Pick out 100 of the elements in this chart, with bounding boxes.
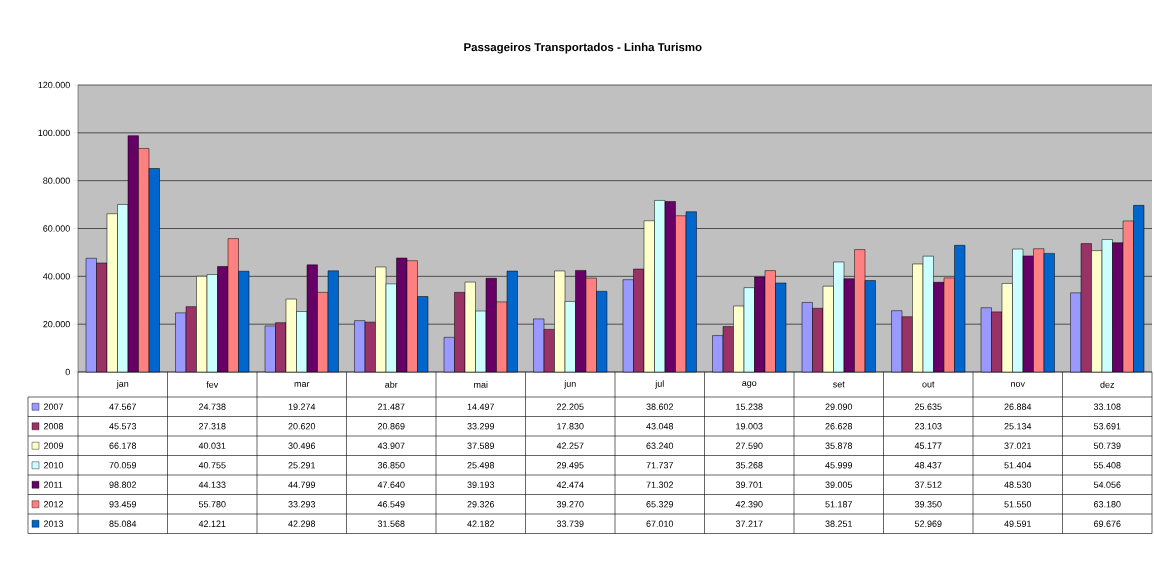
data-label: 21.487 bbox=[377, 403, 405, 410]
x-tick-label: ago bbox=[742, 381, 757, 388]
x-tick-label: set bbox=[833, 381, 845, 388]
chart-title: Passageiros Transportados - Linha Turismo bbox=[464, 42, 702, 54]
data-label: 65.329 bbox=[646, 501, 674, 508]
legend-label: 2007 bbox=[43, 403, 64, 410]
data-label: 15.238 bbox=[736, 403, 763, 410]
data-label: 37.217 bbox=[735, 520, 763, 527]
x-tick-label: mar bbox=[294, 382, 310, 387]
data-label: 35.878 bbox=[825, 442, 853, 449]
data-label: 40.031 bbox=[198, 442, 226, 449]
data-label: 51.404 bbox=[1004, 462, 1032, 469]
data-label: 29.090 bbox=[825, 403, 853, 410]
data-label: 25.134 bbox=[1004, 423, 1032, 430]
legend-label: 2009 bbox=[43, 442, 64, 449]
data-label: 26.884 bbox=[1004, 403, 1032, 410]
data-label: 98.802 bbox=[109, 481, 137, 488]
data-label: 14.497 bbox=[467, 403, 495, 410]
data-label: 42.298 bbox=[288, 520, 316, 527]
y-tick-label: 80.000 bbox=[43, 177, 70, 184]
data-label: 42.257 bbox=[556, 442, 584, 449]
legend-label: 2008 bbox=[43, 423, 64, 430]
data-label: 71.737 bbox=[646, 462, 674, 469]
data-label: 39.701 bbox=[735, 481, 763, 488]
data-label: 51.187 bbox=[825, 501, 853, 508]
data-label: 48.437 bbox=[914, 462, 942, 469]
data-label: 30.496 bbox=[288, 442, 316, 449]
data-label: 44.799 bbox=[288, 481, 316, 488]
x-tick-label: jan bbox=[116, 380, 129, 389]
data-label: 25.635 bbox=[915, 403, 942, 410]
x-tick-label: mai bbox=[474, 381, 488, 388]
data-label: 39.350 bbox=[914, 501, 942, 508]
data-label: 63.180 bbox=[1094, 501, 1121, 508]
data-label: 23.103 bbox=[915, 423, 942, 430]
data-label: 29.495 bbox=[556, 462, 584, 469]
data-label: 35.268 bbox=[735, 462, 763, 469]
data-label: 52.969 bbox=[914, 520, 942, 527]
data-label: 37.021 bbox=[1004, 442, 1032, 449]
y-tick-label: 100.000 bbox=[38, 129, 70, 137]
data-label: 42.474 bbox=[556, 481, 584, 488]
data-label: 48.530 bbox=[1004, 481, 1032, 488]
data-label: 47.567 bbox=[109, 403, 137, 410]
data-label: 71.302 bbox=[646, 481, 674, 488]
y-tick-label: 60.000 bbox=[43, 225, 70, 232]
data-label: 39.193 bbox=[467, 481, 495, 488]
data-label: 67.010 bbox=[646, 520, 674, 527]
data-label: 27.590 bbox=[736, 442, 763, 449]
data-label: 45.999 bbox=[825, 462, 853, 469]
data-label: 44.133 bbox=[198, 481, 226, 488]
data-label: 45.573 bbox=[109, 423, 137, 430]
x-tick-label: dez bbox=[1100, 381, 1115, 388]
data-label: 25.291 bbox=[288, 462, 316, 469]
data-label: 93.459 bbox=[109, 501, 137, 508]
x-tick-label: fev bbox=[206, 381, 219, 388]
legend-label: 2010 bbox=[43, 462, 64, 469]
legend-label: 2013 bbox=[43, 520, 64, 527]
data-label: 47.640 bbox=[377, 481, 405, 488]
y-tick-label: 20.000 bbox=[43, 320, 70, 328]
data-label: 20.869 bbox=[377, 423, 405, 430]
data-label: 43.907 bbox=[377, 442, 405, 449]
data-label: 39.005 bbox=[825, 481, 853, 488]
x-tick-label: nov bbox=[1011, 382, 1025, 387]
data-label: 37.589 bbox=[467, 442, 495, 449]
data-label: 54.056 bbox=[1093, 481, 1121, 488]
data-label: 17.830 bbox=[557, 423, 584, 430]
data-label: 63.240 bbox=[646, 442, 674, 449]
data-label: 53.691 bbox=[1093, 423, 1121, 430]
data-label: 20.620 bbox=[288, 423, 316, 430]
data-label: 69.676 bbox=[1094, 520, 1121, 527]
data-label: 51.550 bbox=[1004, 501, 1032, 508]
data-label: 22.205 bbox=[556, 403, 584, 410]
data-label: 33.293 bbox=[288, 501, 316, 508]
data-label: 37.512 bbox=[914, 481, 942, 488]
data-label: 29.326 bbox=[467, 501, 495, 508]
data-label: 25.498 bbox=[467, 462, 495, 469]
data-label: 55.780 bbox=[198, 501, 226, 508]
data-label: 38.602 bbox=[646, 403, 674, 410]
data-label: 31.568 bbox=[377, 520, 405, 527]
y-tick-label: 120.000 bbox=[38, 81, 70, 89]
data-label: 39.270 bbox=[556, 501, 584, 508]
data-label: 70.059 bbox=[109, 462, 137, 469]
data-label: 66.178 bbox=[109, 442, 137, 449]
data-label: 36.850 bbox=[377, 462, 405, 469]
data-label: 42.390 bbox=[735, 501, 763, 508]
y-tick-label: 40.000 bbox=[43, 273, 70, 280]
data-label: 33.299 bbox=[467, 423, 495, 430]
data-label: 19.274 bbox=[288, 403, 316, 410]
data-label: 45.177 bbox=[914, 442, 942, 449]
data-label: 33.108 bbox=[1093, 403, 1121, 410]
data-label: 33.739 bbox=[556, 520, 584, 527]
legend-label: 2012 bbox=[43, 501, 64, 508]
data-label: 24.738 bbox=[198, 403, 226, 410]
data-label: 50.739 bbox=[1093, 442, 1121, 449]
data-label: 19.003 bbox=[736, 423, 763, 430]
data-label: 38.251 bbox=[825, 520, 853, 527]
legend-label: 2011 bbox=[43, 481, 63, 488]
data-label: 85.084 bbox=[109, 520, 137, 527]
data-label: 40.755 bbox=[198, 462, 226, 469]
data-label: 46.549 bbox=[377, 501, 405, 508]
data-label: 26.628 bbox=[825, 423, 853, 430]
